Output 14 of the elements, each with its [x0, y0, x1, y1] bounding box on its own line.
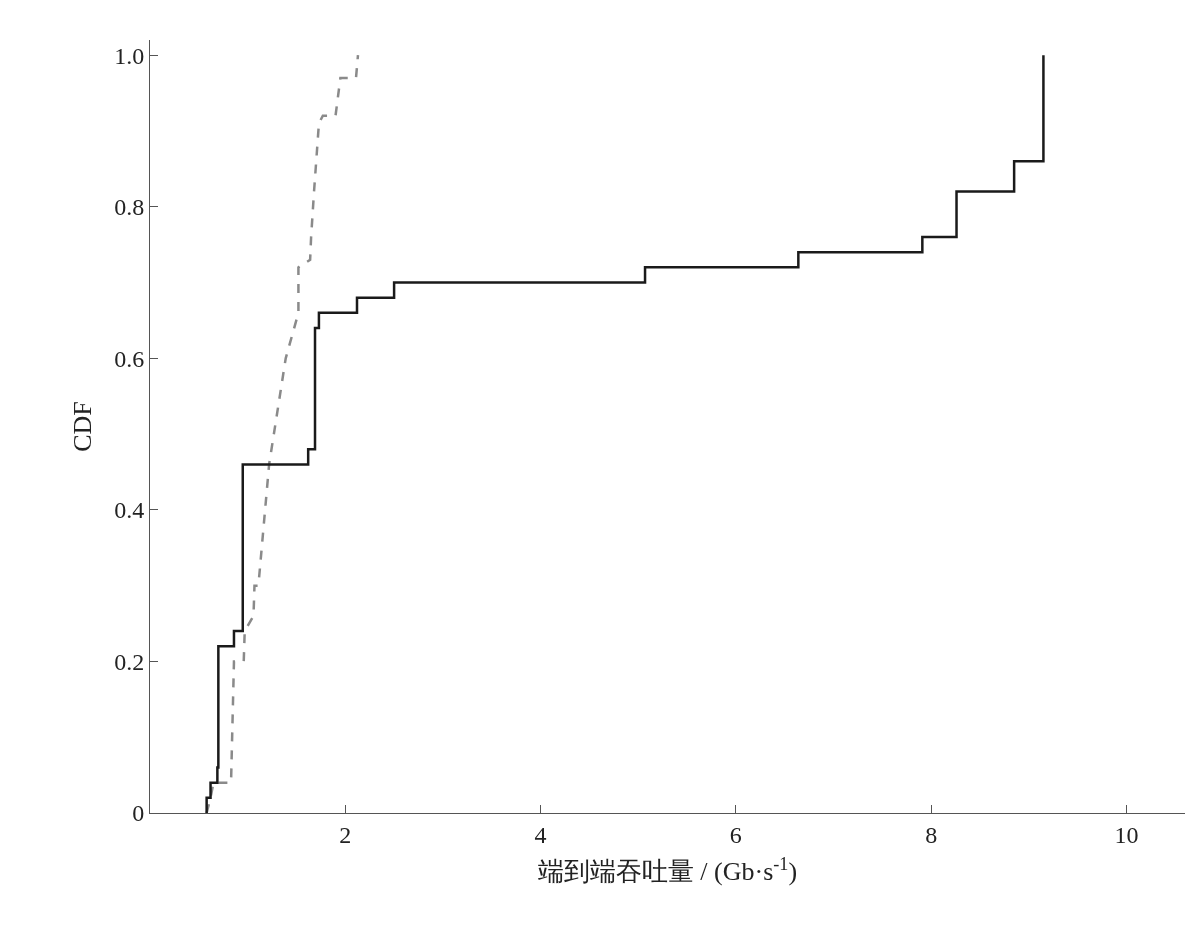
- y-axis-title: CDF: [67, 401, 97, 452]
- x-tick-label: 4: [534, 821, 547, 848]
- x-tick-label: 6: [729, 821, 742, 848]
- y-tick-label: 0.2: [114, 648, 145, 675]
- y-tick-label: 0.6: [114, 345, 145, 372]
- x-tick-label: 2: [339, 821, 352, 848]
- line-series: [205, 53, 360, 813]
- y-tick-label: 0: [132, 800, 145, 827]
- y-tick-label: 1.0: [114, 42, 145, 69]
- x-tick-label: 10: [1114, 821, 1139, 848]
- x-axis-title: 端到端吞吐量 / (Gb·s$^{-1}$): [537, 853, 798, 887]
- x-tick-label: 8: [925, 821, 938, 848]
- y-tick-label: 0.4: [114, 497, 145, 524]
- y-tick-label: 0.8: [114, 194, 145, 221]
